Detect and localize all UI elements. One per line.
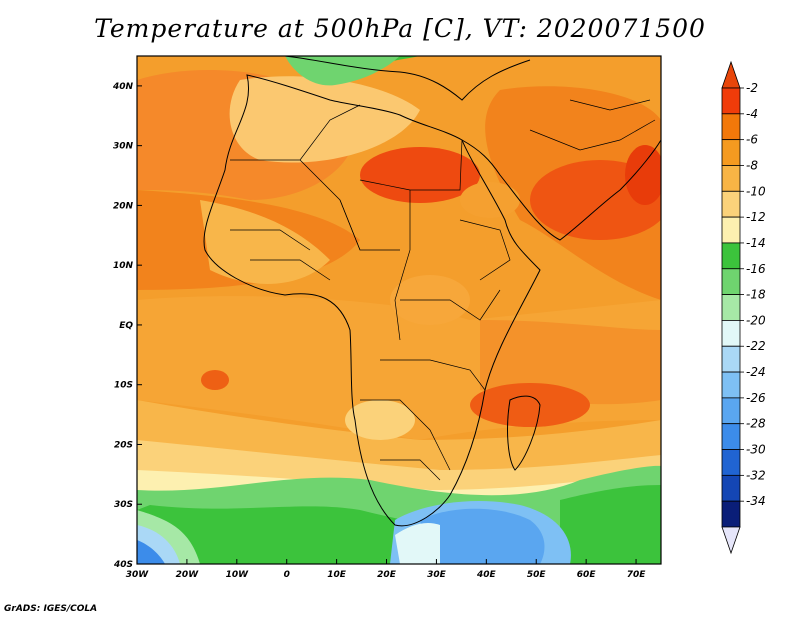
colorbar-swatch: [721, 500, 741, 528]
lon-tick-label: 60E: [577, 570, 597, 580]
lat-tick-label: 10S: [114, 381, 133, 391]
coastlines: [203, 56, 661, 527]
lat-tick-label: 30S: [114, 500, 133, 510]
colorbar-label: -28: [746, 417, 766, 431]
lon-tick-label: 30W: [126, 570, 150, 580]
grads-credit: GrADS: IGES/COLA: [4, 604, 98, 614]
colorbar-swatch: [721, 268, 741, 295]
colorbar-swatch: [721, 242, 741, 270]
colorbar-swatch: [721, 397, 741, 425]
colorbar-swatch: [721, 320, 741, 347]
lat-tick-label: EQ: [119, 321, 133, 331]
colorbar-swatch: [721, 139, 741, 166]
colorbar-bottom-arrow: [721, 526, 741, 555]
colorbar-swatch: [721, 87, 741, 115]
lat-tick-label: 20N: [113, 201, 134, 211]
colorbar-label: -12: [746, 210, 766, 224]
lat-tick-label: 20S: [114, 440, 133, 450]
colorbar-swatch: [721, 294, 741, 321]
lon-tick-label: 10W: [226, 570, 250, 580]
axis-ticks: [136, 85, 637, 565]
lon-tick-label: 20E: [377, 570, 397, 580]
colorbar-swatch: [721, 190, 741, 218]
colorbar-swatch: [721, 113, 741, 141]
plot-frame: [136, 55, 662, 565]
lon-tick-label: 0: [284, 570, 290, 580]
colorbar-swatch: [721, 449, 741, 476]
lon-tick-label: 70E: [627, 570, 647, 580]
colorbar-swatch: [721, 474, 741, 502]
colorbar-label: -10: [746, 184, 766, 198]
lon-tick-label: 30E: [427, 570, 447, 580]
lon-tick-label: 50E: [527, 570, 547, 580]
colorbar-label: -14: [746, 236, 766, 250]
colorbar-swatch: [721, 423, 741, 450]
colorbar-label: -16: [746, 262, 766, 276]
colorbar-label: -8: [746, 158, 758, 172]
colorbar-label: -4: [746, 107, 758, 121]
map-title: Temperature at 500hPa [C], VT: 202007150…: [94, 14, 706, 43]
colorbar-label: -6: [746, 133, 758, 147]
lat-tick-label: 40S: [113, 560, 133, 570]
colorbar-label: -22: [746, 339, 766, 353]
colorbar-label: -18: [746, 288, 766, 302]
lat-tick-label: 40N: [112, 82, 134, 92]
colorbar: -2 -4 -6 -8 -10 -12 -14 -16 -18 -20 -22 -24 -26 -28 -3…: [721, 60, 766, 555]
colorbar-swatch: [721, 165, 741, 192]
colorbar-swatch: [721, 345, 741, 373]
temperature-field: [137, 56, 661, 564]
colorbar-swatch: [721, 216, 741, 244]
lon-tick-label: 40E: [476, 570, 497, 580]
lat-tick-label: 10N: [113, 261, 134, 271]
colorbar-label: -24: [746, 365, 766, 379]
colorbar-label: -26: [746, 391, 766, 405]
colorbar-swatch: [721, 371, 741, 399]
lon-tick-label: 10E: [327, 570, 347, 580]
colorbar-label: -34: [746, 494, 766, 508]
madagascar-outline: [507, 395, 541, 471]
colorbar-top-arrow: [721, 60, 741, 89]
colorbar-label: -30: [746, 443, 766, 457]
colorbar-label: -20: [746, 313, 766, 327]
lat-tick-label: 30N: [113, 142, 134, 152]
colorbar-label: -2: [746, 81, 758, 95]
colorbar-label: -32: [746, 468, 766, 482]
country-borders: [230, 99, 656, 481]
lon-tick-label: 20W: [176, 570, 200, 580]
